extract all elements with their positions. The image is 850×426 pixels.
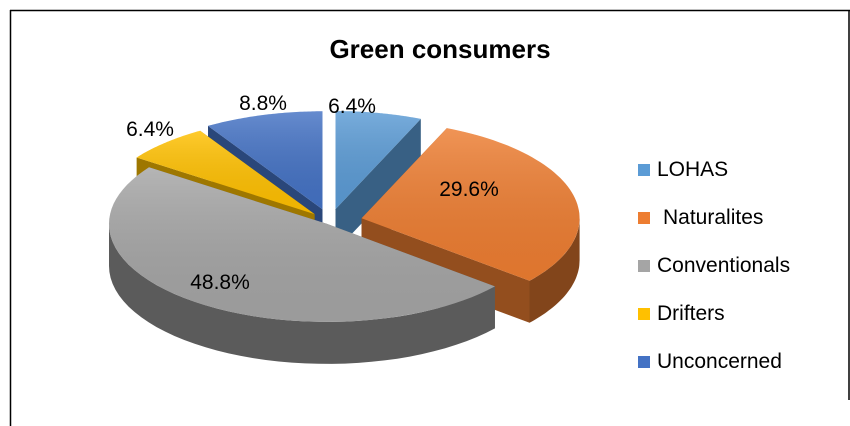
pie-slice-conventionals-wall [109,223,495,364]
legend-swatch-lohas [638,164,650,176]
data-label-drifters: 6.4% [126,118,174,141]
legend-item-naturalites: Naturalites [638,194,790,242]
data-label-naturalites: 29.6% [439,178,499,201]
pie-slice-drifters-sheen [136,130,315,215]
legend-label-drifters: Drifters [657,302,725,325]
legend: LOHAS Naturalites Conventionals Drifters Unc… [638,146,790,386]
pie-slice-lohas-sheen [335,111,421,210]
pie-slice-naturalites-wall [529,218,580,323]
legend-swatch-drifters [638,308,650,320]
pie-slice-lohas [335,111,421,252]
legend-item-drifters: Drifters [638,290,790,338]
pie-slice-unconcerned-sheen [208,111,323,210]
legend-label-naturalites: Naturalites [663,206,764,229]
pie-slice-naturalites-sheen [361,128,580,281]
legend-swatch-unconcerned [638,356,650,368]
pie-slice-conventionals-sheen [109,167,495,322]
legend-label-conventionals: Conventionals [657,254,791,277]
legend-swatch-naturalites [638,212,650,224]
legend-label-lohas: LOHAS [657,158,729,181]
data-label-lohas: 6.4% [328,95,376,118]
chart-title: Green consumers [329,34,551,64]
pie-slice-lohas-side-1 [335,118,421,252]
legend-swatch-conventionals [638,260,650,272]
legend-item-unconcerned: Unconcerned [638,338,790,386]
pie-slice-conventionals [109,167,495,364]
legend-item-conventionals: Conventionals [638,242,790,290]
legend-item-lohas: LOHAS [638,146,790,194]
legend-label-unconcerned: Unconcerned [657,350,782,373]
data-label-conventionals: 48.8% [190,271,250,294]
data-label-unconcerned: 8.8% [239,92,287,115]
